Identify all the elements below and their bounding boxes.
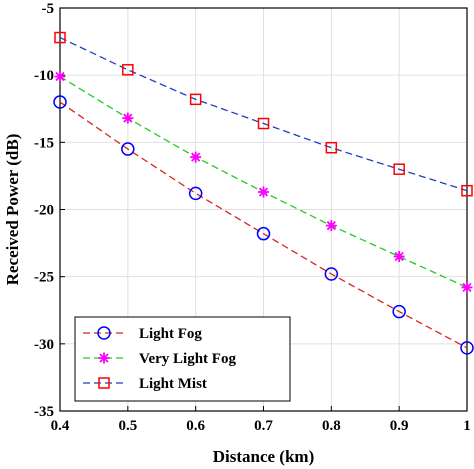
data-point-light-mist-shape bbox=[54, 31, 66, 44]
data-point-light-fog-shape bbox=[188, 186, 203, 201]
data-point-very-light-fog bbox=[54, 71, 66, 83]
data-point-light-fog bbox=[324, 267, 339, 281]
y-tick-label: -5 bbox=[42, 1, 55, 17]
data-point-very-light-fog-shape bbox=[54, 71, 66, 83]
legend-label-very-light-fog: Very Light Fog bbox=[139, 351, 236, 367]
data-point-very-light-fog bbox=[393, 251, 405, 263]
data-point-light-fog bbox=[256, 226, 271, 241]
data-point-light-fog bbox=[460, 341, 474, 355]
x-tick-label: 0.9 bbox=[390, 418, 409, 434]
data-point-light-fog bbox=[121, 142, 135, 156]
legend-marker-very-light-fog-shape bbox=[98, 352, 110, 364]
x-tick-label: 0.5 bbox=[118, 418, 137, 434]
x-tick-label: 0.8 bbox=[322, 418, 341, 434]
data-point-very-light-fog bbox=[122, 112, 134, 124]
data-point-light-mist bbox=[257, 117, 270, 130]
data-point-very-light-fog-shape bbox=[325, 220, 337, 232]
data-point-very-light-fog-shape bbox=[393, 251, 405, 263]
legend-box bbox=[74, 316, 291, 402]
x-tick-label: 0.7 bbox=[254, 418, 273, 434]
data-point-very-light-fog bbox=[258, 186, 269, 198]
y-tick-label: -25 bbox=[34, 270, 54, 286]
y-axis: -35 -30 -25 -20 -15 -10 -5 bbox=[34, 1, 65, 420]
data-point-light-mist bbox=[189, 93, 202, 106]
data-point-light-fog bbox=[53, 95, 67, 109]
data-point-light-mist-shape bbox=[122, 64, 134, 76]
legend-marker-light-fog bbox=[97, 326, 111, 340]
series-layer bbox=[53, 31, 474, 355]
data-point-light-fog-shape bbox=[121, 142, 135, 156]
x-tick-label: 1 bbox=[463, 418, 471, 434]
legend-marker-light-mist bbox=[98, 377, 110, 389]
y-tick-label: -30 bbox=[34, 337, 54, 353]
data-point-light-fog-shape bbox=[324, 267, 339, 281]
series-light-mist bbox=[54, 31, 473, 197]
legend-marker-light-mist-shape bbox=[98, 377, 110, 389]
data-point-light-fog-shape bbox=[460, 341, 474, 355]
legend-item-light-mist: Light Mist bbox=[83, 376, 207, 392]
y-tick-label: -15 bbox=[34, 135, 54, 151]
x-axis: 0.4 0.5 0.6 0.7 0.8 0.9 1 bbox=[51, 406, 471, 434]
x-tick-label: 0.4 bbox=[51, 418, 70, 434]
series-light-fog bbox=[53, 95, 474, 355]
series-line-light-mist bbox=[59, 36, 468, 192]
data-point-very-light-fog-shape bbox=[190, 151, 202, 163]
data-point-very-light-fog-shape bbox=[461, 281, 473, 293]
data-point-light-fog-shape bbox=[392, 304, 406, 319]
data-point-light-mist-shape bbox=[257, 117, 270, 130]
data-point-light-fog bbox=[392, 304, 406, 319]
series-very-light-fog bbox=[54, 71, 473, 293]
y-axis-label: Received Power (dB) bbox=[3, 134, 22, 286]
y-tick-label: -20 bbox=[34, 203, 54, 219]
data-point-very-light-fog bbox=[325, 220, 337, 232]
x-axis-label: Distance (km) bbox=[213, 447, 315, 466]
data-point-light-mist-shape bbox=[393, 163, 405, 175]
legend-label-light-fog: Light Fog bbox=[139, 326, 202, 342]
legend-item-light-fog: Light Fog bbox=[83, 326, 202, 342]
data-point-light-mist bbox=[461, 184, 473, 197]
data-point-very-light-fog bbox=[190, 151, 202, 163]
legend: Light Fog Very Light Fog Light Mist bbox=[74, 316, 291, 402]
data-point-very-light-fog-shape bbox=[258, 186, 269, 198]
data-point-light-mist bbox=[393, 163, 405, 175]
data-point-light-mist-shape bbox=[189, 93, 202, 106]
data-point-very-light-fog-shape bbox=[122, 112, 134, 124]
series-line-light-fog bbox=[59, 101, 468, 349]
x-tick-label: 0.6 bbox=[186, 418, 205, 434]
legend-marker-very-light-fog bbox=[98, 352, 110, 364]
data-point-light-fog-shape bbox=[256, 226, 271, 241]
y-tick-label: -10 bbox=[34, 68, 54, 84]
data-point-light-mist-shape bbox=[461, 184, 473, 197]
data-point-light-mist bbox=[54, 31, 66, 44]
data-point-very-light-fog bbox=[461, 281, 473, 293]
data-point-light-mist-shape bbox=[325, 141, 338, 154]
data-point-light-mist bbox=[325, 141, 338, 154]
y-tick-label: -35 bbox=[34, 404, 54, 420]
legend-item-very-light-fog: Very Light Fog bbox=[83, 351, 236, 367]
data-point-light-fog bbox=[188, 186, 203, 201]
data-point-light-fog-shape bbox=[53, 95, 67, 109]
legend-label-light-mist: Light Mist bbox=[139, 376, 207, 392]
data-point-light-mist bbox=[122, 64, 134, 76]
legend-marker-light-fog-shape bbox=[97, 326, 111, 340]
